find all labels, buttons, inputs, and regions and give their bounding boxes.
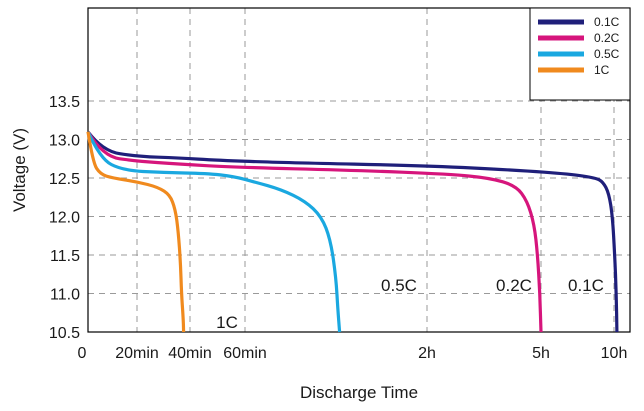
curve-label: 1C — [216, 313, 238, 332]
x-tick-labels: 0 20min 40min 60min 2h 5h 10h — [78, 345, 628, 362]
x-tick-label: 5h — [532, 345, 550, 362]
y-tick-label: 11.5 — [50, 248, 80, 265]
series-line-0-1C — [86, 130, 619, 333]
series-line-0-2C — [86, 130, 543, 333]
y-tick-label: 12.5 — [49, 171, 80, 188]
curve-labels: 0.1C 0.2C 0.5C 1C — [216, 276, 604, 332]
curve-label: 0.2C — [496, 276, 532, 295]
y-tick-label: 12.0 — [49, 210, 80, 227]
series-line-1C — [86, 131, 186, 333]
series-line-0-5C — [86, 131, 342, 333]
x-axis-label: Discharge Time — [300, 383, 418, 402]
legend: 0.1C 0.2C 0.5C 1C — [529, 7, 631, 101]
curve-label: 0.5C — [381, 276, 417, 295]
x-tick-label: 60min — [223, 345, 267, 362]
y-tick-label: 11.0 — [50, 287, 80, 304]
x-tick-label: 20min — [115, 345, 159, 362]
y-tick-label: 13.0 — [49, 133, 80, 150]
y-tick-label: 10.5 — [49, 325, 80, 342]
curve-label: 0.1C — [568, 276, 604, 295]
plot-frame — [87, 7, 631, 333]
y-tick-labels: 10.5 11.0 11.5 12.0 12.5 13.0 13.5 — [49, 94, 80, 342]
x-tick-label: 10h — [601, 345, 628, 362]
legend-label: 0.2C — [594, 31, 620, 45]
x-tick-label: 0 — [78, 345, 87, 362]
legend-label: 1C — [594, 63, 610, 77]
y-tick-label: 13.5 — [49, 94, 80, 111]
legend-label: 0.5C — [594, 47, 620, 61]
legend-label: 0.1C — [594, 15, 620, 29]
x-tick-label: 40min — [168, 345, 212, 362]
y-axis-label: Voltage (V) — [10, 128, 29, 212]
x-tick-label: 2h — [418, 345, 436, 362]
series-lines — [86, 130, 619, 333]
